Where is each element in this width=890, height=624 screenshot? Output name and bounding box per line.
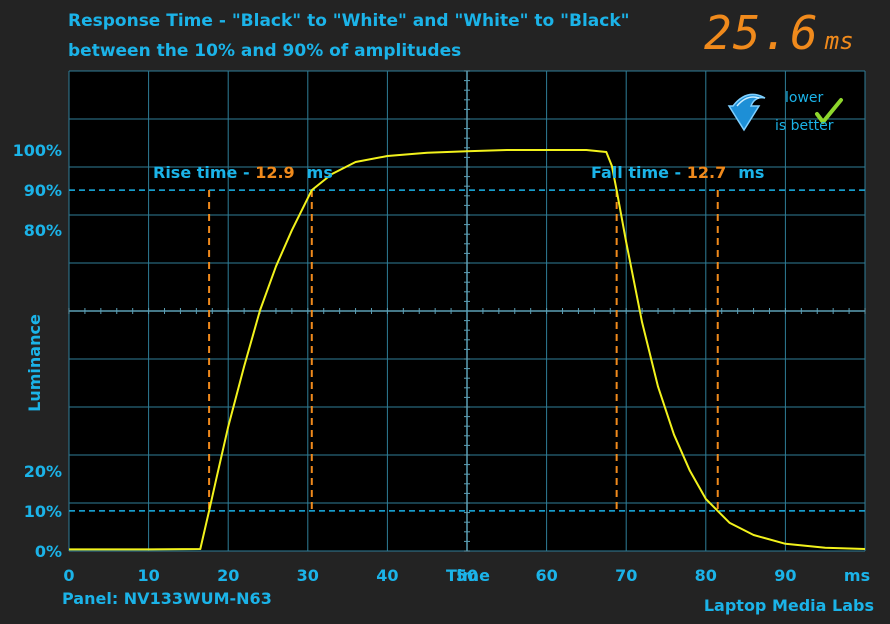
x-tick-label: 0 xyxy=(63,566,74,585)
panel-model: Panel: NV133WUM-N63 xyxy=(62,589,272,608)
badge-text-better: is better xyxy=(775,118,834,134)
y-axis-label: Luminance xyxy=(25,314,44,412)
y-tick-label: 20% xyxy=(24,462,62,481)
x-axis-unit: ms xyxy=(844,566,870,585)
x-axis-label: Time xyxy=(446,566,490,585)
x-tick-label: 10 xyxy=(137,566,159,585)
x-tick-label: 90 xyxy=(774,566,796,585)
chart-title: Response Time - "Black" to "White" and "… xyxy=(68,11,630,31)
y-tick-labels: 0% 10% 20% 80% 90% 100% xyxy=(13,141,62,561)
series-trace xyxy=(69,149,866,551)
x-tick-label: 60 xyxy=(535,566,557,585)
total-response-value: 25.6 xyxy=(704,6,819,60)
x-tick-label: 30 xyxy=(297,566,319,585)
y-tick-label: 10% xyxy=(24,502,62,521)
x-tick-label: 50 xyxy=(456,566,478,585)
badge-text-lower: lower xyxy=(785,90,824,106)
luminance-trace xyxy=(69,149,866,551)
chart-subtitle: between the 10% and 90% of amplitudes xyxy=(68,41,462,61)
x-tick-label: 70 xyxy=(615,566,637,585)
total-response-unit: ms xyxy=(824,27,854,55)
reference-lines xyxy=(69,189,865,512)
x-tick-label: 20 xyxy=(217,566,239,585)
grid-lines xyxy=(68,70,866,552)
y-tick-label: 80% xyxy=(24,221,62,240)
badge-graphics xyxy=(727,93,843,132)
check-icon xyxy=(815,98,843,124)
down-arrow-icon xyxy=(727,93,766,132)
y-tick-label: 90% xyxy=(24,181,62,200)
x-tick-label: 40 xyxy=(376,566,398,585)
y-tick-label: 100% xyxy=(13,141,62,160)
y-tick-label: 0% xyxy=(35,542,62,561)
x-tick-labels: 0 10 20 30 40 50 60 70 80 90 xyxy=(63,566,796,585)
total-response-readout: 25.6 ms xyxy=(704,6,854,60)
fall-time-annotation: Fall time - 12.7 ms xyxy=(591,163,764,182)
x-tick-label: 80 xyxy=(695,566,717,585)
lower-is-better-badge: lower is better xyxy=(725,84,855,142)
rise-time-annotation: Rise time - 12.9 ms xyxy=(153,163,333,182)
lab-credit: Laptop Media Labs xyxy=(703,596,874,615)
time-markers xyxy=(208,190,719,511)
